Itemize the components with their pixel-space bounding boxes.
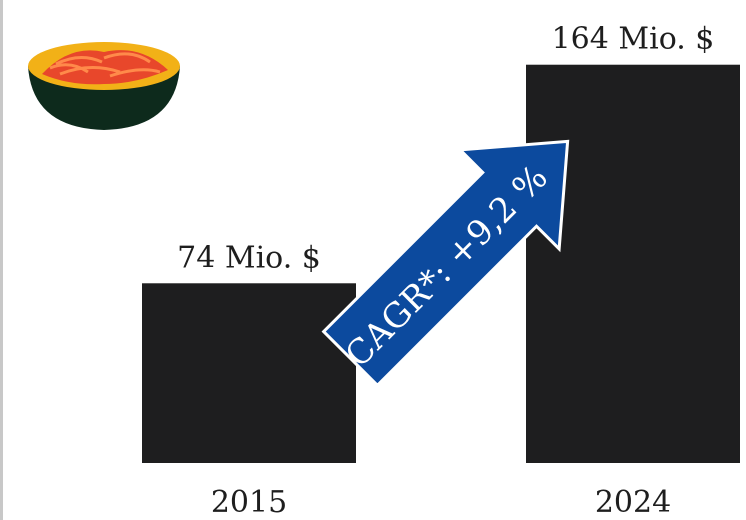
value-label-2015: 74 Mio. $ <box>177 240 321 275</box>
noodle-bowl-icon <box>28 42 180 130</box>
category-label-2024: 2024 <box>595 485 671 520</box>
cagr-annotation: CAGR*: +9,2 % <box>338 158 556 376</box>
value-label-2024: 164 Mio. $ <box>552 22 715 57</box>
category-labels-group: 2015 2024 <box>211 485 671 520</box>
bars-group <box>142 64 740 463</box>
bar-2015 <box>142 283 356 463</box>
value-labels-group: 74 Mio. $ 164 Mio. $ <box>177 22 714 276</box>
category-label-2015: 2015 <box>211 485 287 520</box>
frame-border <box>0 0 3 520</box>
bar-2024 <box>526 64 740 463</box>
